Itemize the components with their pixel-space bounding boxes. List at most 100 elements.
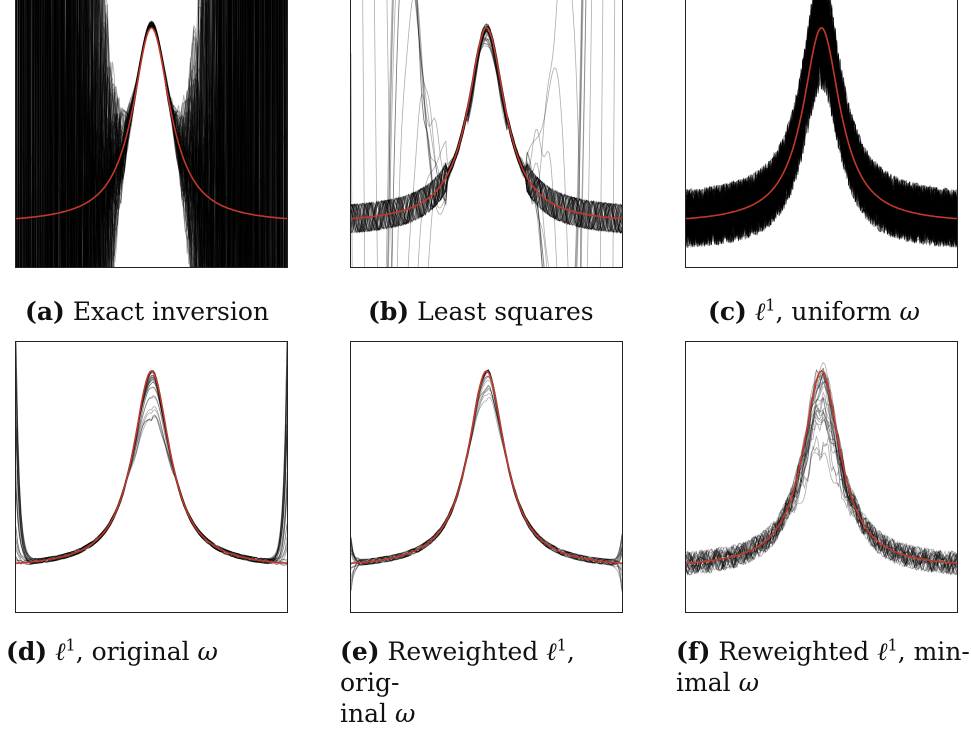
reference-curve-e [351, 369, 622, 565]
trace-a-21 [19, 0, 282, 267]
trace-a-75 [16, 0, 280, 267]
reference-curve-f [686, 369, 957, 565]
trace-a-57 [21, 0, 287, 267]
trace-a-24 [17, 0, 287, 267]
trace-d-29 [16, 370, 287, 565]
trace-b-39 [391, 0, 587, 267]
caption-a-label: (a) [25, 297, 65, 326]
trace-e-11 [351, 369, 622, 566]
trace-b-7 [351, 31, 622, 233]
trace-e-8 [351, 389, 622, 591]
trace-b-34 [362, 0, 604, 267]
trace-b-13 [351, 43, 622, 234]
trace-a-107 [17, 0, 282, 267]
caption-f-pre: Reweighted [718, 637, 878, 666]
trace-a-61 [24, 0, 287, 267]
trace-a-115 [25, 0, 282, 267]
trace-e-2 [351, 369, 622, 566]
trace-a-40 [19, 0, 287, 267]
trace-b-17 [351, 28, 622, 233]
trace-d-8 [16, 396, 287, 565]
trace-d-11 [16, 375, 287, 565]
trace-f-19 [686, 420, 957, 573]
trace-a-13 [23, 0, 280, 267]
trace-d-9 [16, 376, 287, 564]
trace-a-8 [22, 0, 281, 267]
caption-d-ell: ℓ [55, 637, 66, 666]
caption-c-label: (c) [708, 297, 747, 326]
trace-f-15 [686, 381, 957, 574]
trace-f-9 [686, 371, 957, 576]
trace-d-19 [16, 374, 287, 565]
trace-f-27 [686, 372, 957, 571]
trace-e-16 [351, 375, 622, 566]
plot-svg-a [16, 0, 287, 267]
trace-a-91 [16, 0, 280, 267]
trace-a-105 [29, 0, 279, 267]
plot-svg-b [351, 0, 622, 267]
trace-a-116 [29, 0, 287, 267]
trace-a-60 [16, 0, 279, 267]
trace-b-24 [386, 0, 582, 267]
caption-e-omega: ω [394, 699, 416, 728]
trace-e-0 [351, 393, 622, 592]
caption-e-sup: 1 [556, 635, 567, 655]
trace-a-5 [17, 22, 287, 267]
trace-a-20 [18, 0, 281, 267]
trace-a-9 [17, 0, 284, 267]
trace-e-4 [351, 385, 622, 591]
trace-d-12 [16, 371, 287, 564]
trace-a-39 [16, 0, 287, 267]
trace-f-1 [686, 367, 957, 574]
trace-f-24 [686, 405, 957, 573]
trace-a-6 [16, 0, 280, 267]
trace-b-8 [351, 30, 622, 234]
trace-f-26 [686, 451, 957, 575]
trace-a-15 [19, 0, 282, 267]
trace-a-103 [16, 0, 279, 267]
trace-a-44 [19, 0, 287, 267]
trace-d-18 [16, 414, 287, 565]
caption-d-sup: 1 [65, 635, 76, 655]
trace-f-2 [686, 381, 957, 573]
trace-e-18 [351, 369, 622, 566]
trace-a-109 [19, 0, 280, 267]
trace-d-16 [16, 375, 287, 565]
trace-f-18 [686, 373, 957, 572]
caption-b: (b) Least squares [368, 296, 594, 327]
plot-panel-a [15, 0, 288, 268]
trace-f-11 [686, 397, 957, 576]
trace-e-21 [351, 376, 622, 568]
plot-svg-d [16, 342, 287, 566]
trace-b-33 [351, 37, 622, 234]
trace-e-17 [351, 396, 622, 566]
plot-svg-e [351, 369, 622, 592]
trace-a-4 [19, 0, 280, 267]
trace-a-87 [17, 0, 282, 267]
caption-e-ell: ℓ [546, 637, 557, 666]
trace-b-29 [374, 0, 616, 267]
caption-e-text: , orig- [340, 637, 575, 697]
trace-a-111 [20, 0, 286, 267]
trace-a-110 [23, 0, 277, 267]
caption-d-text: , original [75, 637, 198, 666]
caption-c-sup: 1 [765, 295, 776, 315]
trace-f-12 [686, 376, 957, 575]
trace-f-5 [686, 391, 957, 576]
trace-d-28 [16, 370, 287, 566]
trace-b-41 [351, 28, 622, 234]
caption-f-label: (f) [676, 637, 711, 666]
trace-a-69 [21, 0, 282, 267]
trace-a-26 [17, 0, 287, 267]
trace-b-22 [351, 37, 622, 233]
trace-b-19 [387, 0, 583, 267]
trace-a-25 [19, 0, 286, 267]
trace-a-94 [16, 0, 286, 267]
plot-panel-c [685, 0, 958, 268]
trace-a-30 [22, 0, 280, 267]
trace-e-14 [351, 369, 622, 566]
reference-curve-d [16, 369, 287, 565]
trace-b-0 [351, 26, 622, 233]
trace-b-23 [351, 24, 622, 234]
trace-c-59 [686, 0, 957, 247]
